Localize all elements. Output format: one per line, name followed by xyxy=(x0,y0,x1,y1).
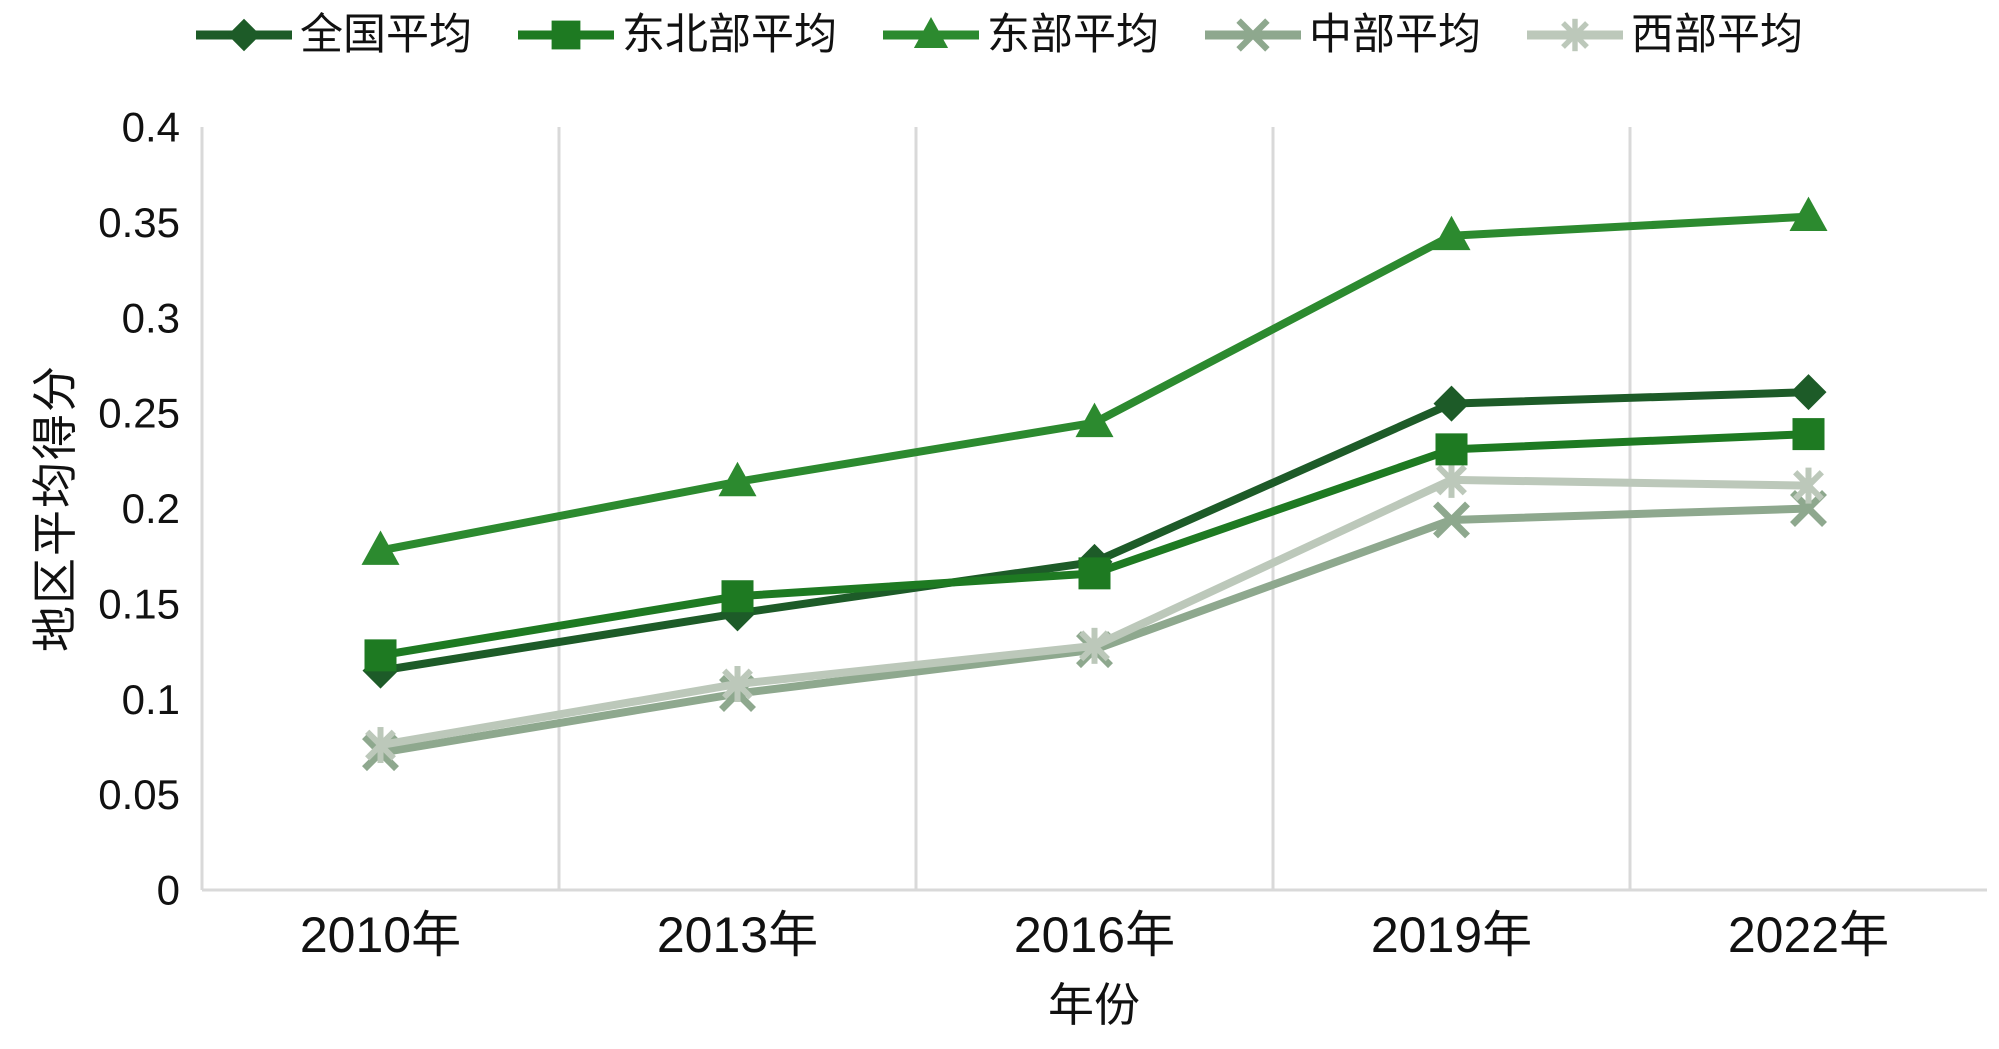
legend-marker-square xyxy=(518,20,614,50)
y-tick-label: 0.4 xyxy=(122,104,180,151)
square-marker xyxy=(551,20,581,50)
x-marker xyxy=(1433,501,1470,539)
diamond-marker xyxy=(1433,385,1470,422)
x-tick-label: 2019年 xyxy=(1371,907,1532,963)
legend-label: 东北部平均 xyxy=(622,10,837,59)
y-tick-label: 0.35 xyxy=(98,199,180,246)
legend-item: 西部平均 xyxy=(1527,10,1803,59)
legend-marker-diamond xyxy=(196,18,292,52)
square-marker xyxy=(1078,557,1111,590)
diamond-marker xyxy=(1790,374,1827,411)
square-marker xyxy=(364,639,397,672)
x-tick-label: 2022年 xyxy=(1728,907,1889,963)
diamond-marker xyxy=(227,18,261,52)
y-tick-label: 0.15 xyxy=(98,580,180,627)
legend-item: 东北部平均 xyxy=(518,10,837,59)
x-tick-label: 2010年 xyxy=(300,907,461,963)
y-tick-label: 0.3 xyxy=(122,294,180,341)
legend-item: 中部平均 xyxy=(1205,10,1481,59)
legend-item: 全国平均 xyxy=(196,10,472,59)
legend-marker-triangle xyxy=(883,17,979,48)
legend-marker-asterisk xyxy=(1527,18,1623,52)
y-tick-label: 0.25 xyxy=(98,390,180,437)
series-square xyxy=(364,418,1825,672)
legend-marker-x xyxy=(1205,18,1301,52)
triangle-marker xyxy=(1075,402,1114,438)
asterisk-marker xyxy=(1436,464,1467,496)
chart-legend: 全国平均 东北部平均 东部平均 中部平均 西部平均 xyxy=(0,10,1999,60)
series-line xyxy=(379,212,1809,555)
triangle-marker xyxy=(718,461,757,497)
legend-label: 西部平均 xyxy=(1631,10,1803,59)
series-asterisk xyxy=(365,461,1824,764)
y-tick-label: 0.2 xyxy=(122,485,180,532)
square-marker xyxy=(1792,418,1825,451)
legend-label: 中部平均 xyxy=(1309,10,1481,59)
y-axis-title: 地区平均得分 xyxy=(29,364,81,652)
x-tick-label: 2016年 xyxy=(1014,907,1175,963)
legend-label: 全国平均 xyxy=(300,10,472,59)
asterisk-marker xyxy=(1793,470,1824,502)
triangle-marker xyxy=(1432,215,1471,251)
legend-item: 东部平均 xyxy=(883,10,1159,59)
triangle-marker xyxy=(1789,196,1828,232)
legend-label: 东部平均 xyxy=(987,10,1159,59)
triangle-marker xyxy=(361,530,400,565)
square-marker xyxy=(1435,433,1468,466)
x-axis-title: 年份 xyxy=(1048,979,1140,1031)
asterisk-marker xyxy=(365,729,396,761)
series-line xyxy=(379,475,1809,749)
series-triangle xyxy=(361,196,1828,565)
asterisk-marker xyxy=(1561,21,1589,49)
y-tick-label: 0.05 xyxy=(98,771,180,818)
y-tick-label: 0.1 xyxy=(122,676,180,723)
asterisk-marker xyxy=(1079,630,1110,662)
y-tick-label: 0 xyxy=(157,867,180,914)
x-tick-label: 2013年 xyxy=(657,907,818,963)
triangle-marker xyxy=(913,17,949,48)
square-marker xyxy=(721,580,754,613)
x-marker xyxy=(1236,18,1270,52)
asterisk-marker xyxy=(722,668,753,700)
